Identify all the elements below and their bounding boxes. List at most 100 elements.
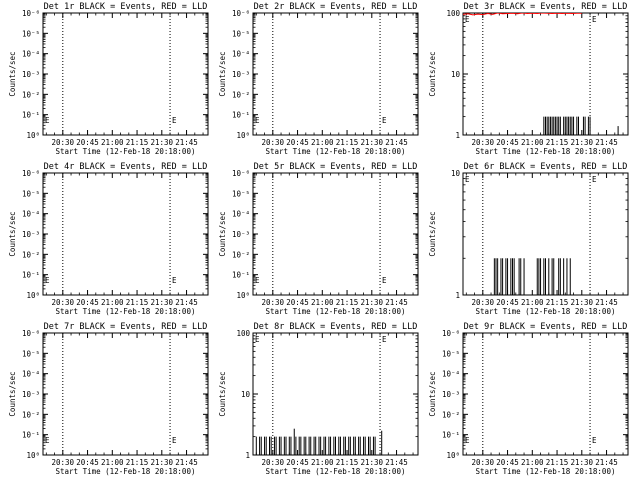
x-tick-label: 21:45 [385, 298, 408, 307]
plot-panel-det-3r: Det 3r BLACK = Events, RED = LLD 1 10 100 20… [428, 2, 629, 156]
y-tick-label: 10⁻⁶ [22, 169, 40, 178]
plot-panel-det-4r: Det 4r BLACK = Events, RED = LLD 10⁰ 10⁻¹ 1… [8, 162, 209, 316]
series-group [253, 428, 383, 455]
y-tick-label: 10⁻² [442, 410, 460, 419]
series-group [493, 258, 571, 295]
x-tick-label: 20:30 [472, 298, 495, 307]
event-marker-e: E [172, 436, 177, 445]
x-tick-label: 21:15 [126, 138, 149, 147]
y-tick-label: 10⁰ [26, 131, 40, 140]
x-tick-label: 20:30 [472, 138, 495, 147]
x-tick-label: 21:00 [521, 458, 544, 467]
x-tick-label: 21:00 [311, 298, 334, 307]
y-tick-label: 10⁰ [26, 291, 40, 300]
plot-frame [252, 12, 419, 136]
y-tick-label: 10⁻² [22, 250, 40, 259]
y-tick-label: 10⁻² [232, 90, 250, 99]
x-axis-label: Start Time (12-Feb-18 20:18:00) [266, 307, 406, 316]
x-tick-label: 21:15 [126, 298, 149, 307]
event-marker-e: E [255, 335, 260, 344]
plot-title: Det 1r BLACK = Events, RED = LLD [44, 2, 208, 12]
y-axis-label: Counts/sec [218, 211, 227, 256]
x-tick-label: 21:15 [126, 458, 149, 467]
y-tick-label: 1 [455, 291, 460, 300]
y-tick-label: 10⁻⁵ [22, 189, 40, 198]
x-tick-label: 21:45 [175, 458, 198, 467]
x-tick-label: 20:45 [496, 138, 519, 147]
y-tick-label: 10⁻³ [22, 70, 40, 79]
x-tick-label: 21:00 [521, 138, 544, 147]
y-tick-label: 10⁻⁵ [442, 349, 460, 358]
x-axis-label: Start Time (12-Feb-18 20:18:00) [56, 467, 196, 476]
event-marker-e: E [382, 335, 387, 344]
x-tick-label: 20:45 [496, 458, 519, 467]
y-tick-label: 10⁻⁴ [22, 210, 40, 219]
y-tick-label: 10⁻⁵ [232, 189, 250, 198]
x-tick-label: 21:45 [595, 458, 618, 467]
x-tick-label: 20:45 [76, 138, 99, 147]
x-tick-label: 20:30 [52, 458, 75, 467]
y-tick-label: 10⁻⁵ [22, 29, 40, 38]
plot-title: Det 6r BLACK = Events, RED = LLD [464, 162, 628, 172]
x-tick-label: 21:30 [571, 138, 594, 147]
y-tick-label: 10⁻¹ [22, 111, 40, 120]
y-axis-label: Counts/sec [8, 51, 17, 96]
y-tick-label: 10⁻⁶ [232, 169, 250, 178]
x-tick-label: 21:45 [175, 138, 198, 147]
plot-title: Det 2r BLACK = Events, RED = LLD [254, 2, 418, 12]
event-marker-e: E [255, 276, 260, 285]
y-axis-label: Counts/sec [428, 51, 437, 96]
y-tick-label: 10⁻⁴ [232, 50, 250, 59]
x-tick-label: 20:45 [76, 298, 99, 307]
x-axis-label: Start Time (12-Feb-18 20:18:00) [476, 307, 616, 316]
x-tick-label: 20:30 [262, 298, 285, 307]
x-tick-label: 21:45 [595, 138, 618, 147]
y-tick-label: 10⁻⁴ [22, 370, 40, 379]
y-tick-label: 10⁰ [236, 131, 250, 140]
y-tick-label: 10⁰ [236, 291, 250, 300]
x-tick-label: 20:30 [472, 458, 495, 467]
x-tick-label: 21:45 [595, 298, 618, 307]
x-axis-label: Start Time (12-Feb-18 20:18:00) [266, 147, 406, 156]
x-tick-label: 21:15 [546, 298, 569, 307]
event-marker-e: E [465, 15, 470, 24]
plot-panel-det-1r: Det 1r BLACK = Events, RED = LLD 10⁰ 10⁻¹ 1… [8, 2, 209, 156]
x-tick-label: 21:15 [336, 138, 359, 147]
plot-frame [42, 172, 209, 296]
plot-frame [252, 172, 419, 296]
x-tick-label: 20:45 [286, 138, 309, 147]
y-axis-label: Counts/sec [8, 371, 17, 416]
x-tick-label: 21:15 [336, 458, 359, 467]
y-tick-label: 10⁻⁶ [232, 9, 250, 18]
y-tick-label: 10 [451, 70, 461, 79]
event-marker-e: E [592, 175, 597, 184]
x-tick-label: 21:30 [571, 458, 594, 467]
event-marker-e: E [172, 116, 177, 125]
y-tick-label: 10⁻¹ [232, 111, 250, 120]
x-tick-label: 20:30 [262, 458, 285, 467]
x-tick-label: 21:45 [385, 138, 408, 147]
x-axis-label: Start Time (12-Feb-18 20:18:00) [476, 467, 616, 476]
y-tick-label: 1 [245, 451, 250, 460]
x-tick-label: 21:00 [521, 298, 544, 307]
x-tick-label: 20:45 [496, 298, 519, 307]
plot-panel-det-6r: Det 6r BLACK = Events, RED = LLD 1 10 20:30… [428, 162, 629, 316]
y-tick-label: 10⁻³ [232, 230, 250, 239]
event-marker-e: E [592, 15, 597, 24]
event-marker-e: E [172, 276, 177, 285]
plot-title: Det 3r BLACK = Events, RED = LLD [464, 2, 628, 12]
event-marker-e: E [465, 175, 470, 184]
x-tick-label: 21:00 [311, 138, 334, 147]
y-tick-label: 10⁻⁶ [442, 329, 460, 338]
x-axis-label: Start Time (12-Feb-18 20:18:00) [476, 147, 616, 156]
x-tick-label: 21:30 [151, 298, 174, 307]
y-tick-label: 10⁻⁴ [22, 50, 40, 59]
y-tick-label: 10 [241, 390, 251, 399]
y-tick-label: 10⁻¹ [22, 271, 40, 280]
y-tick-label: 10⁰ [26, 451, 40, 460]
x-tick-label: 21:30 [361, 458, 384, 467]
x-tick-label: 21:00 [311, 458, 334, 467]
x-tick-label: 21:45 [175, 298, 198, 307]
plot-panel-det-8r: Det 8r BLACK = Events, RED = LLD 1 10 100 20… [218, 322, 419, 476]
